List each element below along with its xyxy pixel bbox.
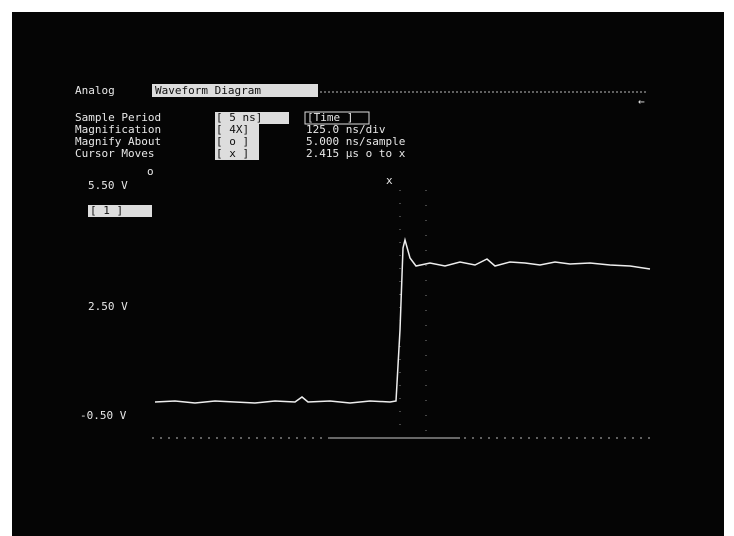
voltage-label: -0.50 V xyxy=(80,409,127,422)
screen: Analog Waveform Diagram ← Sample Period … xyxy=(0,0,734,536)
voltage-label: 2.50 V xyxy=(88,300,128,313)
voltage-label: 5.50 V xyxy=(88,179,128,192)
setting-field[interactable]: [ x ] xyxy=(216,147,249,160)
arrow: ← xyxy=(638,95,645,108)
mode-label[interactable]: Waveform Diagram xyxy=(155,84,261,97)
page: Analog Waveform Diagram ← Sample Period … xyxy=(0,0,734,536)
marker-o: o xyxy=(147,165,154,178)
menu-label: Analog xyxy=(75,84,115,97)
marker-x: x xyxy=(386,174,393,187)
channel-label[interactable]: [ 1 ] xyxy=(90,204,123,217)
crt xyxy=(12,12,724,536)
setting-label: Cursor Moves xyxy=(75,147,154,160)
setting-info: 2.415 µs o to x xyxy=(306,147,406,160)
